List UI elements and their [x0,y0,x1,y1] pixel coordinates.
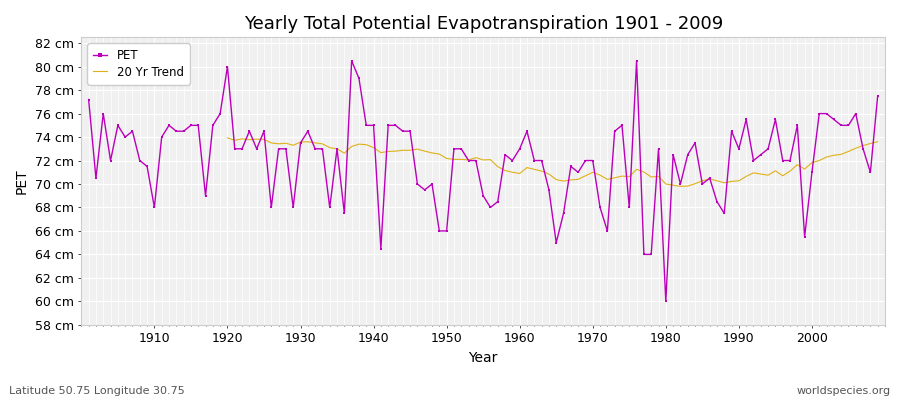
Text: worldspecies.org: worldspecies.org [796,386,891,396]
PET [354,76,364,81]
20 Yr Trend [419,149,430,154]
PET [141,164,152,169]
20 Yr Trend [222,136,233,140]
Legend: PET, 20 Yr Trend: PET, 20 Yr Trend [87,43,190,84]
20 Yr Trend [682,184,693,188]
PET [346,58,357,63]
Line: PET: PET [87,60,879,303]
20 Yr Trend [872,139,883,144]
Text: Latitude 50.75 Longitude 30.75: Latitude 50.75 Longitude 30.75 [9,386,184,396]
PET [661,299,671,304]
PET [872,94,883,98]
20 Yr Trend [675,184,686,189]
X-axis label: Year: Year [469,351,498,365]
Title: Yearly Total Potential Evapotranspiration 1901 - 2009: Yearly Total Potential Evapotranspiratio… [244,15,723,33]
Line: 20 Yr Trend: 20 Yr Trend [228,138,878,186]
Y-axis label: PET: PET [15,168,29,194]
20 Yr Trend [850,146,861,151]
PET [83,97,94,102]
20 Yr Trend [310,140,320,145]
PET [609,129,620,134]
20 Yr Trend [770,168,781,173]
PET [302,129,313,134]
20 Yr Trend [785,169,796,174]
PET [514,146,525,151]
PET [522,129,533,134]
